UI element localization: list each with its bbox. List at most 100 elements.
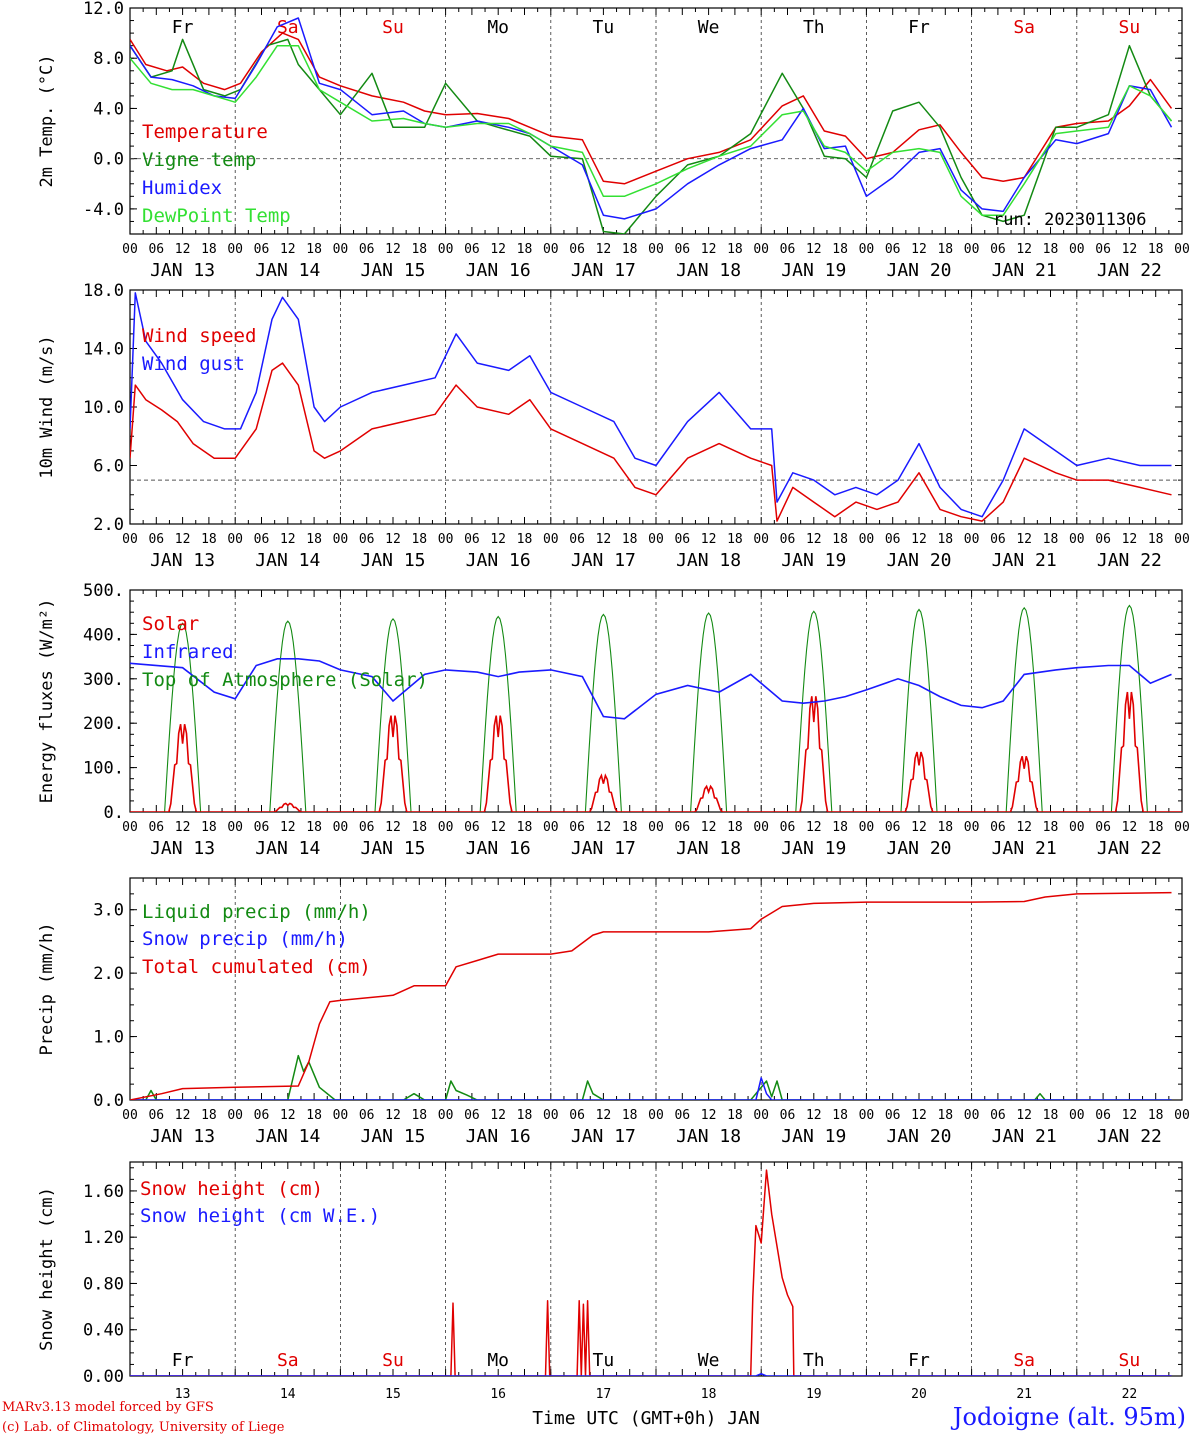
x-hour-label: 00	[543, 1108, 559, 1123]
x-hour-label: 06	[359, 1108, 375, 1123]
series-line-1	[130, 1169, 1172, 1376]
y-tick-label: -4.0	[83, 200, 124, 220]
x-hour-label: 06	[885, 242, 901, 257]
series-line-4	[130, 44, 1173, 216]
legend-entry: Snow height (cm)	[140, 1178, 323, 1200]
x-day-number-label: 14	[280, 1387, 296, 1402]
series-line-2	[130, 38, 1173, 234]
x-hour-label: 06	[780, 532, 796, 547]
x-hour-label: 00	[859, 820, 875, 835]
legend-entry: Wind speed	[142, 325, 256, 347]
x-hour-label: 12	[701, 1108, 717, 1123]
x-hour-label: 06	[674, 1108, 690, 1123]
x-hour-label: 06	[359, 242, 375, 257]
x-day-number-label: 21	[1016, 1387, 1032, 1402]
x-day-number-label: 17	[596, 1387, 612, 1402]
x-hour-label: 18	[517, 1108, 533, 1123]
x-hour-label: 06	[254, 242, 270, 257]
x-hour-label: 00	[333, 820, 349, 835]
x-hour-label: 18	[622, 820, 638, 835]
y-tick-label: 500.	[83, 581, 124, 601]
x-hour-label: 18	[1148, 1108, 1164, 1123]
x-hour-label: 18	[411, 1108, 427, 1123]
x-hour-label: 00	[438, 242, 454, 257]
x-hour-label: 00	[859, 242, 875, 257]
x-day-label: JAN 16	[466, 838, 531, 859]
x-hour-label: 00	[438, 532, 454, 547]
y-tick-label: 4.0	[93, 99, 124, 119]
x-day-label: JAN 15	[360, 260, 425, 281]
x-hour-label: 12	[1016, 532, 1032, 547]
x-day-label: JAN 20	[886, 550, 951, 571]
x-hour-label: 06	[990, 820, 1006, 835]
x-hour-label: 00	[964, 532, 980, 547]
x-hour-label: 12	[175, 820, 191, 835]
legend-entry: Temperature	[142, 121, 268, 143]
x-hour-label: 12	[1122, 532, 1138, 547]
legend-entry: Humidex	[142, 177, 222, 199]
x-hour-label: 12	[806, 242, 822, 257]
day-name-label: We	[698, 1350, 720, 1371]
x-day-label: JAN 13	[150, 550, 215, 571]
x-hour-label: 06	[464, 242, 480, 257]
x-hour-label: 06	[1095, 532, 1111, 547]
x-hour-label: 18	[201, 1108, 217, 1123]
x-hour-label: 00	[1069, 820, 1085, 835]
legend-entry: Wind gust	[142, 353, 245, 375]
x-hour-label: 18	[411, 242, 427, 257]
x-hour-label: 18	[201, 820, 217, 835]
x-hour-label: 18	[622, 532, 638, 547]
x-hour-label: 18	[1148, 242, 1164, 257]
x-hour-label: 12	[701, 820, 717, 835]
x-hour-label: 18	[306, 532, 322, 547]
day-name-label: Mo	[487, 17, 509, 38]
legend-entry: Snow height (cm W.E.)	[140, 1205, 380, 1227]
day-name-label: We	[698, 17, 720, 38]
x-day-label: JAN 22	[1097, 550, 1162, 571]
x-hour-label: 00	[964, 242, 980, 257]
x-hour-label: 18	[727, 820, 743, 835]
x-hour-label: 18	[306, 1108, 322, 1123]
y-tick-label: 100.	[83, 759, 124, 779]
x-day-label: JAN 17	[571, 550, 636, 571]
day-name-label: Su	[382, 17, 404, 38]
day-name-label: Su	[382, 1350, 404, 1371]
x-day-number-label: 20	[911, 1387, 927, 1402]
x-hour-label: 00	[964, 1108, 980, 1123]
x-day-label: JAN 13	[150, 838, 215, 859]
x-hour-label: 06	[569, 820, 585, 835]
x-hour-label: 06	[990, 532, 1006, 547]
x-hour-label: 12	[701, 532, 717, 547]
x-hour-label: 18	[622, 1108, 638, 1123]
x-hour-label: 00	[1174, 1108, 1190, 1123]
y-tick-label: 2.0	[93, 515, 124, 535]
x-hour-label: 18	[727, 1108, 743, 1123]
x-hour-label: 00	[227, 1108, 243, 1123]
x-hour-label: 00	[753, 1108, 769, 1123]
panel-4: 3.0 2.0 1.0 0.0 Precip (mm/h) 00 06 12 18 00 06 12 1…	[37, 877, 1190, 1147]
panel-1: 12.0 8.0 4.0 0.0 -4.0 2m Temp. (°C) Fr Sa Su Mo Tu…	[37, 0, 1190, 281]
x-hour-label: 12	[490, 1108, 506, 1123]
y-axis-label: Precip (mm/h)	[37, 922, 57, 1055]
y-tick-label: 8.0	[93, 49, 124, 69]
x-hour-label: 00	[753, 532, 769, 547]
x-hour-label: 00	[227, 242, 243, 257]
x-day-label: JAN 21	[992, 838, 1057, 859]
x-hour-label: 12	[911, 1108, 927, 1123]
legend-entry: Solar	[142, 613, 199, 635]
y-tick-label: 3.0	[93, 901, 124, 921]
x-hour-label: 06	[569, 242, 585, 257]
day-name-label: Th	[803, 17, 825, 38]
x-hour-label: 12	[806, 820, 822, 835]
x-hour-label: 12	[911, 820, 927, 835]
x-hour-label: 00	[333, 532, 349, 547]
x-hour-label: 18	[1043, 820, 1059, 835]
y-tick-label: 12.0	[83, 0, 124, 19]
y-tick-label: 0.40	[83, 1321, 124, 1341]
x-hour-label: 12	[701, 242, 717, 257]
day-name-label: Su	[1119, 17, 1141, 38]
x-day-label: JAN 21	[992, 1126, 1057, 1147]
x-day-label: JAN 18	[676, 838, 741, 859]
x-hour-label: 12	[385, 1108, 401, 1123]
x-hour-label: 18	[1148, 820, 1164, 835]
